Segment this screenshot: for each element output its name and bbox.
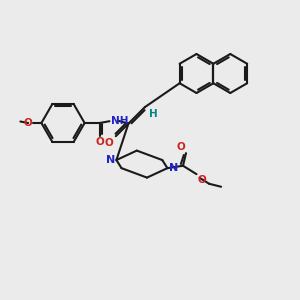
- Text: O: O: [95, 137, 104, 147]
- Text: H: H: [149, 110, 158, 119]
- Text: O: O: [177, 142, 186, 152]
- Text: NH: NH: [111, 116, 128, 126]
- Text: N: N: [106, 155, 115, 165]
- Text: O: O: [198, 175, 207, 185]
- Text: O: O: [24, 118, 32, 128]
- Text: N: N: [169, 163, 178, 173]
- Text: O: O: [105, 138, 113, 148]
